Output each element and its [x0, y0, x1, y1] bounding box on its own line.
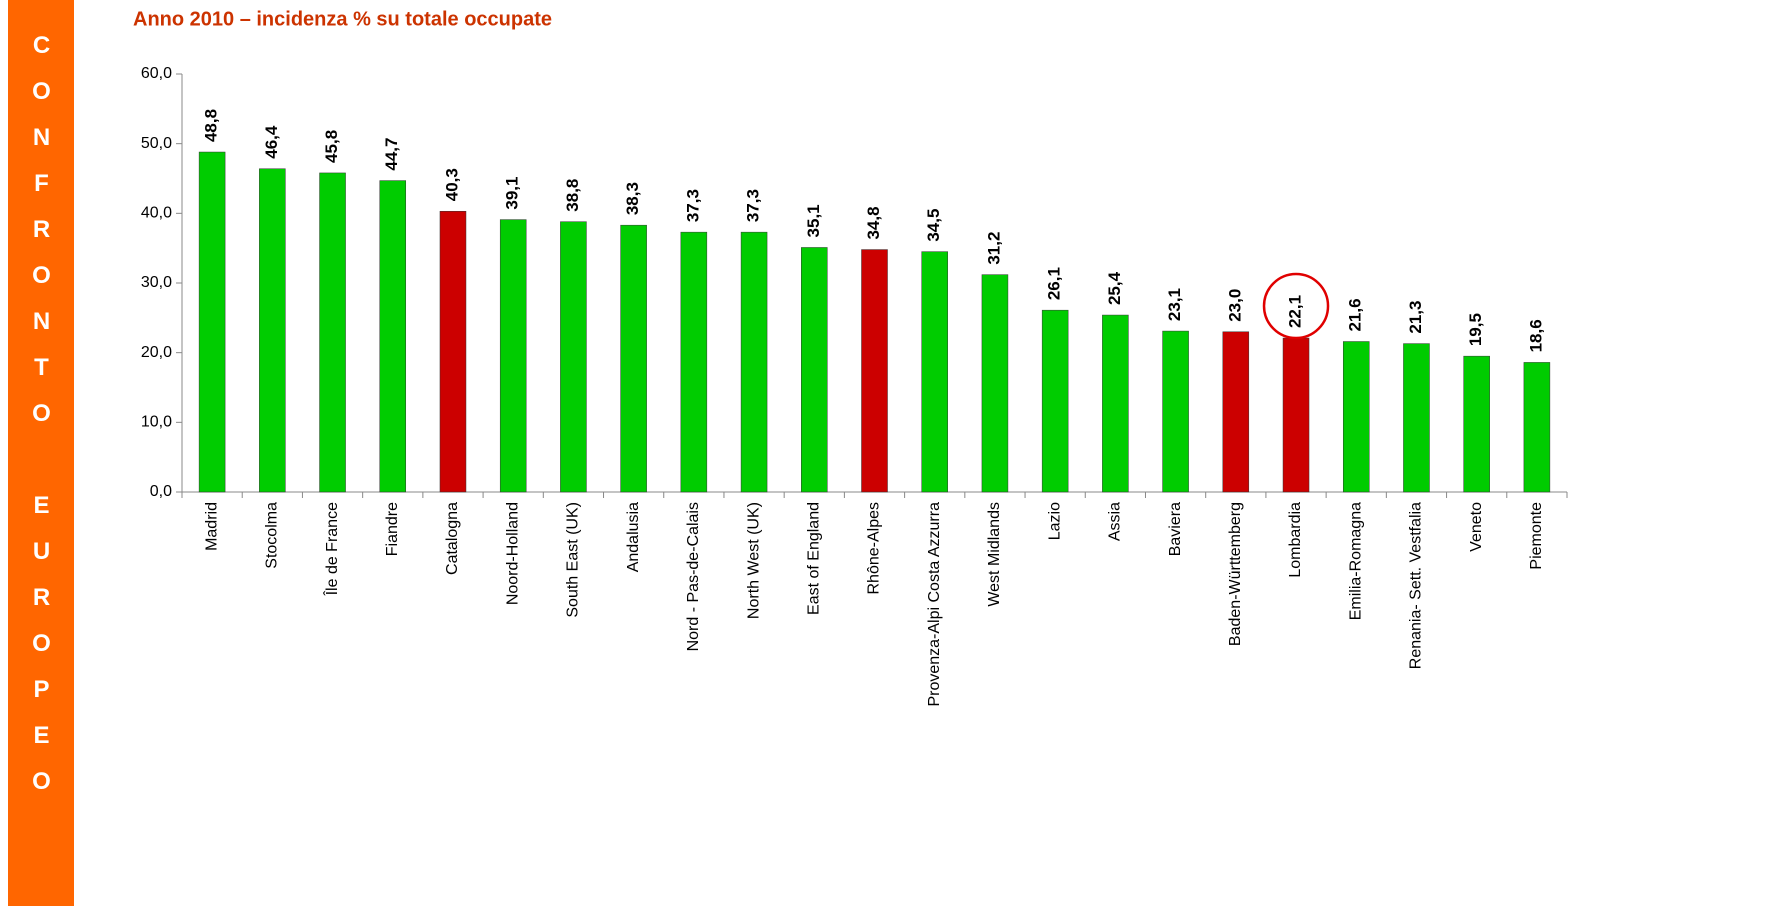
x-tick-label: Piemonte: [1528, 502, 1545, 570]
bar: [801, 247, 828, 493]
value-label: 31,2: [984, 232, 1003, 265]
sidebar-text: CONFRONTO EUROPEO: [28, 32, 55, 814]
value-label: 22,1: [1286, 295, 1305, 328]
x-tick-label: Fiandre: [384, 502, 401, 556]
x-tick-label: Assia: [1107, 502, 1124, 541]
y-tick-label: 20,0: [141, 344, 172, 361]
bar: [1523, 362, 1551, 493]
bar: [1162, 330, 1189, 493]
bar: [1041, 309, 1069, 493]
x-tick-label: North West (UK): [745, 502, 762, 619]
bar: [680, 231, 708, 493]
x-tick-label: Stocolma: [264, 502, 281, 569]
x-tick-label: Catalogna: [444, 502, 461, 575]
bar: [379, 180, 407, 493]
x-tick-label: Veneto: [1468, 502, 1485, 552]
bar: [1282, 337, 1310, 493]
value-label: 18,6: [1526, 319, 1545, 352]
value-label: 38,8: [563, 179, 582, 212]
bar: [319, 172, 346, 493]
value-label: 21,3: [1406, 301, 1425, 334]
value-label: 21,6: [1346, 298, 1365, 331]
x-tick-label: Rhône-Alpes: [866, 502, 883, 595]
value-label: 34,8: [864, 206, 883, 239]
y-tick-label: 40,0: [141, 205, 172, 222]
y-tick-label: 10,0: [141, 414, 172, 431]
bar: [259, 168, 286, 493]
bar: [560, 221, 587, 493]
value-label: 26,1: [1045, 267, 1064, 300]
bar: [499, 219, 527, 493]
sidebar: CONFRONTO EUROPEO: [8, 0, 74, 906]
value-label: 38,3: [623, 182, 642, 215]
bar: [1222, 331, 1250, 493]
y-tick-label: 0,0: [150, 483, 172, 500]
value-label: 37,3: [683, 189, 702, 222]
bar: [198, 151, 226, 493]
x-tick-label: Provenza-Alpi Costa Azzurra: [926, 502, 943, 707]
highlight-circle: [1262, 272, 1330, 340]
x-tick-label: Andalusia: [625, 502, 642, 572]
bar: [1403, 343, 1430, 493]
bar: [921, 251, 948, 493]
chart-title: Anno 2010 – incidenza % su totale occupa…: [133, 8, 552, 30]
bar: [861, 249, 888, 493]
value-label: 19,5: [1466, 313, 1485, 346]
bar: [981, 274, 1009, 493]
x-tick-label: Baden-Württemberg: [1227, 502, 1244, 646]
bar: [1102, 314, 1129, 493]
value-label: 40,3: [442, 168, 461, 201]
value-label: 35,1: [804, 204, 823, 237]
x-tick-label: Noord-Holland: [504, 502, 521, 605]
x-tick-label: Nord - Pas-de-Calais: [685, 502, 702, 651]
x-tick-label: Emilia-Romagna: [1347, 502, 1364, 620]
value-label: 39,1: [503, 177, 522, 210]
x-tick-label: Renania- Sett. Vestfalia: [1408, 502, 1425, 669]
value-label: 23,1: [1165, 288, 1184, 321]
x-tick-label: Île de France: [322, 502, 341, 596]
y-tick-label: 60,0: [141, 65, 172, 82]
x-tick-label: East of England: [806, 502, 823, 615]
value-label: 44,7: [382, 137, 401, 170]
bar: [1463, 355, 1490, 493]
x-tick-label: Lombardia: [1287, 502, 1304, 578]
bar: [1342, 341, 1370, 493]
value-label: 34,5: [924, 209, 943, 242]
bar: [620, 224, 647, 493]
y-tick-label: 30,0: [141, 274, 172, 291]
bar: [439, 210, 467, 493]
value-label: 45,8: [322, 130, 341, 163]
value-label: 46,4: [262, 125, 281, 159]
x-tick-label: West Midlands: [986, 502, 1003, 607]
x-tick-label: South East (UK): [565, 502, 582, 618]
x-tick-label: Lazio: [1046, 502, 1063, 540]
value-label: 37,3: [744, 189, 763, 222]
value-label: 48,8: [202, 109, 221, 142]
x-tick-label: Baviera: [1167, 502, 1184, 556]
value-label: 23,0: [1225, 289, 1244, 322]
value-label: 25,4: [1105, 271, 1124, 305]
y-tick-label: 50,0: [141, 135, 172, 152]
bar: [740, 231, 768, 493]
x-tick-label: Madrid: [203, 502, 220, 551]
